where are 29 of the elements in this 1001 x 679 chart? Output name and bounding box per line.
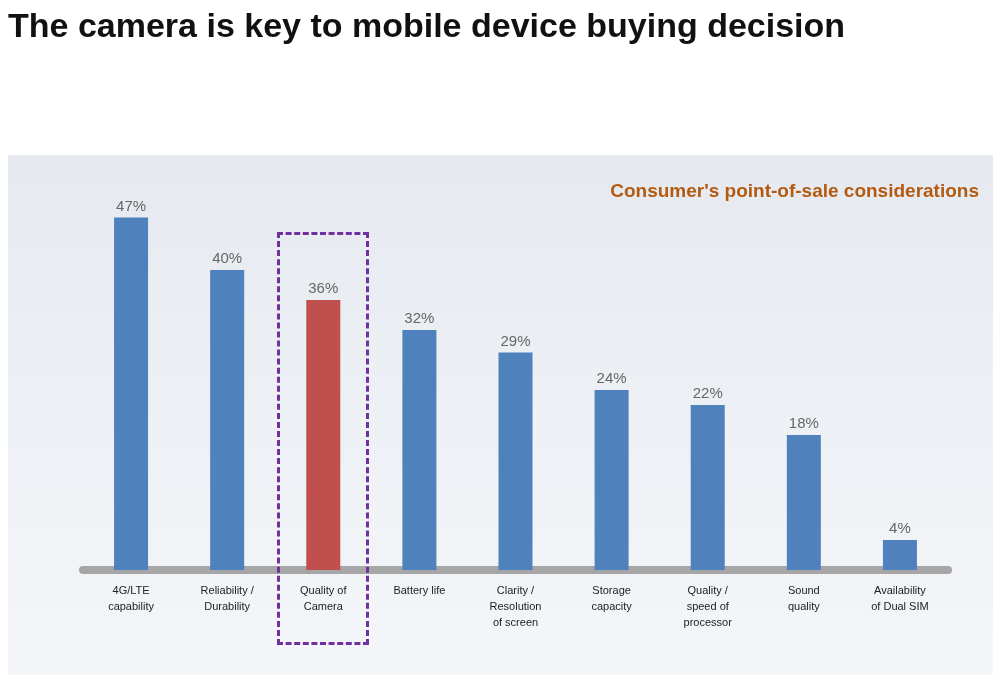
- data-label: 32%: [404, 309, 435, 326]
- chart-title: The camera is key to mobile device buying decision: [8, 6, 846, 45]
- bar: [210, 270, 245, 570]
- x-tick-label: Quality / speed of processor: [683, 584, 733, 628]
- bar: [882, 540, 917, 570]
- x-tick-label: Battery life: [393, 584, 446, 596]
- x-tick-label: Clarity / Resolution of screen: [489, 584, 542, 628]
- bar: [114, 217, 149, 570]
- x-tick-label: Sound quality: [787, 584, 821, 612]
- x-tick-label: Storage capacity: [591, 584, 633, 612]
- bar: [690, 405, 725, 570]
- data-label: 24%: [596, 369, 627, 386]
- data-label: 4%: [889, 519, 911, 536]
- data-label: 29%: [500, 331, 531, 349]
- chart-subtitle: Consumer's point-of-sale considerations: [610, 180, 979, 202]
- x-tick-label: 4G/LTE capability: [108, 584, 155, 612]
- x-tick-label: Reliability / Durability: [200, 584, 255, 612]
- bar: [786, 435, 821, 570]
- data-label: 36%: [308, 279, 339, 296]
- bar: [402, 330, 437, 570]
- data-label: 40%: [212, 249, 243, 266]
- bar: [306, 300, 341, 570]
- data-label: 18%: [788, 414, 819, 431]
- data-label: 47%: [116, 196, 147, 214]
- x-tick-label: Quality of Camera: [300, 584, 348, 612]
- bar: [498, 352, 533, 570]
- bar: [594, 390, 629, 570]
- data-label: 22%: [692, 384, 723, 401]
- x-tick-label: Availability of Dual SIM: [871, 584, 929, 612]
